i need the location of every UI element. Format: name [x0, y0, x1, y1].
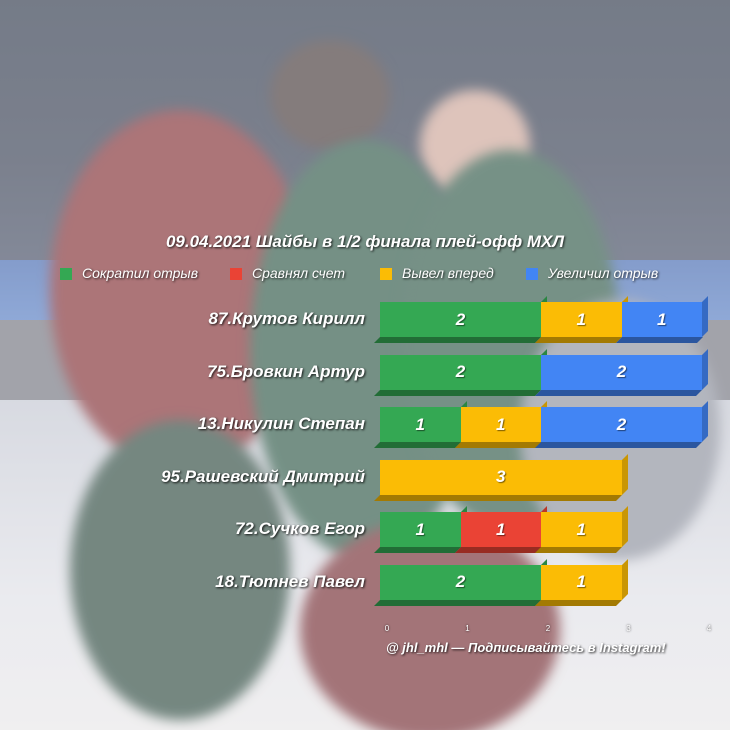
data-label: 1 — [415, 519, 425, 539]
category-label: 18.Тютнев Павел — [215, 571, 365, 591]
bar-segment: 1 — [615, 296, 708, 343]
data-label: 2 — [455, 309, 466, 329]
category-label: 75.Бровкин Артур — [207, 361, 365, 381]
bar-segment: 1 — [535, 296, 628, 343]
legend-swatch — [60, 268, 72, 280]
legend-label: Вывел вперед — [402, 265, 494, 281]
x-tick-label: 4 — [706, 624, 712, 633]
legend-label: Сравнял счет — [252, 265, 346, 281]
bar-segment: 2 — [374, 558, 547, 606]
category-label: 13.Никулин Степан — [197, 414, 365, 433]
bar-segment: 1 — [454, 401, 547, 448]
data-label: 2 — [455, 362, 466, 381]
x-tick-label: 2 — [545, 624, 551, 633]
bar-segment: 2 — [374, 296, 547, 343]
data-label: 3 — [496, 467, 506, 486]
bar-segment: 3 — [374, 453, 628, 501]
data-label: 1 — [576, 519, 586, 539]
bar-segment: 1 — [535, 558, 628, 606]
bar-segment: 2 — [535, 348, 708, 396]
data-label: 1 — [657, 309, 667, 329]
bar-segment: 1 — [374, 401, 467, 448]
legend-label: Увеличил отрыв — [548, 265, 659, 281]
bar-segment: 2 — [535, 401, 708, 448]
chart-title: 09.04.2021 Шайбы в 1/2 финала плей-офф М… — [165, 232, 565, 251]
x-tick-label: 1 — [465, 624, 470, 633]
data-label: 1 — [576, 309, 586, 329]
data-label: 1 — [576, 572, 586, 591]
legend-swatch — [526, 268, 538, 280]
data-label: 2 — [455, 572, 466, 591]
footer-credit: @ jhl_mhl — Подписывайтесь в Instagram! — [386, 640, 666, 655]
bar-segment: 1 — [374, 506, 467, 553]
legend-swatch — [230, 268, 242, 280]
category-label: 72.Сучков Егор — [234, 519, 365, 538]
category-label: 95.Рашевский Дмитрий — [161, 466, 365, 486]
data-label: 1 — [415, 414, 425, 434]
data-label: 2 — [616, 362, 627, 381]
x-tick-label: 0 — [384, 624, 390, 633]
data-label: 1 — [496, 414, 506, 434]
data-label: 1 — [496, 519, 506, 539]
x-tick-label: 3 — [626, 624, 631, 633]
bar-segment: 1 — [454, 506, 547, 553]
legend-label: Сократил отрыв — [82, 265, 198, 281]
category-label: 87.Крутов Кирилл — [208, 309, 365, 328]
legend-swatch — [380, 268, 392, 280]
data-label: 2 — [616, 414, 627, 434]
bar-segment: 1 — [535, 506, 628, 553]
bar-segment: 2 — [374, 348, 547, 396]
